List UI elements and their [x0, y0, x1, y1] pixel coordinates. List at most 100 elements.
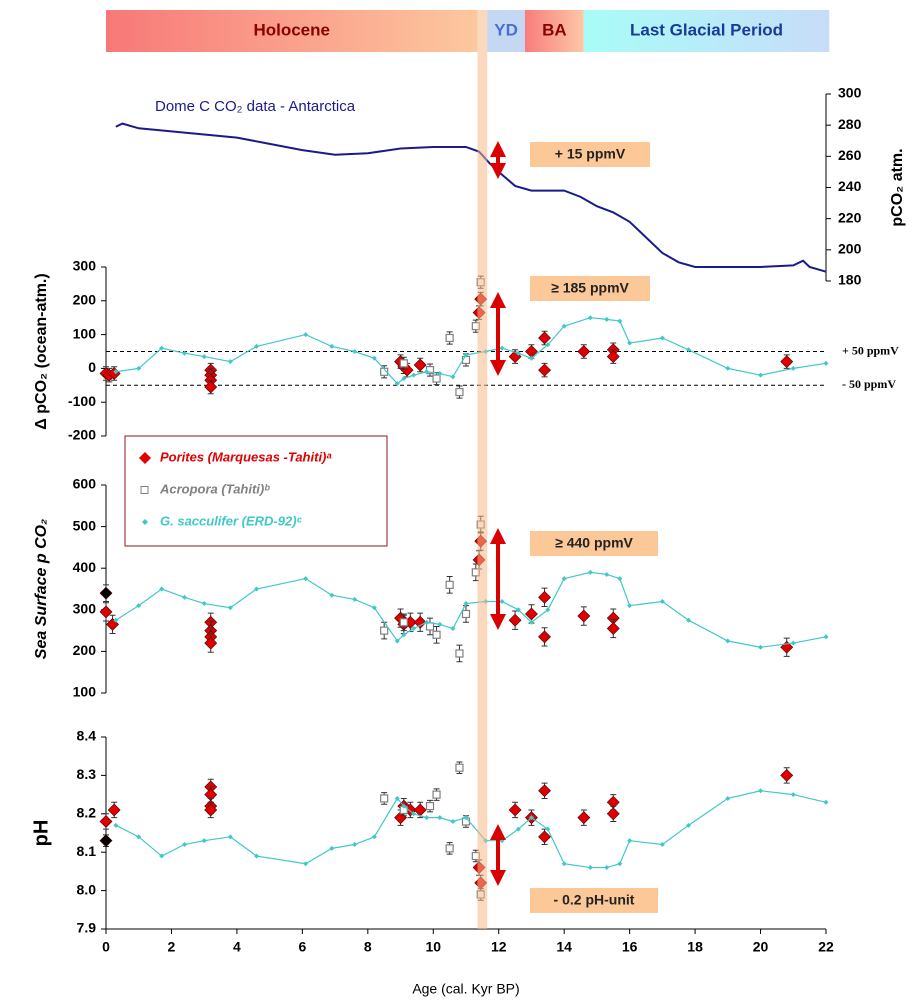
line-point	[424, 619, 430, 625]
y-axis-label: Sea Surface p CO₂	[33, 519, 50, 659]
point	[525, 345, 538, 358]
y-tick-label: -200	[68, 427, 96, 443]
y-axis-label: pH	[30, 820, 52, 847]
line-point	[227, 605, 233, 611]
point	[399, 359, 408, 368]
line-point	[561, 576, 567, 582]
annotation: + 15 ppmV	[555, 146, 626, 162]
point	[413, 615, 427, 629]
line-point	[758, 788, 764, 794]
line-point	[411, 811, 417, 817]
y-tick-label: 500	[73, 517, 97, 533]
y-tick-label: 400	[73, 559, 97, 575]
point	[445, 580, 454, 589]
line-point	[303, 576, 309, 582]
y-tick-label: 8.3	[77, 766, 97, 782]
line-point	[659, 335, 665, 341]
series-line	[115, 790, 827, 869]
x-tick-label: 8	[364, 939, 372, 955]
line-point	[561, 323, 567, 329]
period-label: Last Glacial Period	[630, 20, 783, 39]
line-point	[617, 861, 623, 867]
point	[432, 630, 441, 639]
legend-label: Porites (Marquesas -Tahiti)ᵃ	[160, 449, 332, 464]
x-axis-label: Age (cal. Kyr BP)	[412, 981, 519, 997]
highlight-band	[477, 10, 488, 929]
line-point	[411, 626, 417, 632]
line-point	[545, 607, 551, 613]
line-point	[329, 343, 335, 349]
point	[204, 803, 218, 817]
line-point	[329, 592, 335, 598]
line-point	[463, 815, 469, 821]
line-point	[617, 318, 623, 324]
line-point	[303, 861, 309, 867]
period-label: BA	[542, 20, 567, 39]
line-point	[394, 381, 400, 387]
line-point	[254, 343, 260, 349]
line-point	[352, 842, 358, 848]
line-point	[437, 621, 443, 627]
line-point	[686, 822, 692, 828]
point	[538, 830, 551, 844]
line-point	[159, 586, 165, 592]
point	[99, 586, 113, 600]
x-tick-label: 14	[556, 939, 572, 955]
line-point	[627, 603, 633, 609]
point	[99, 834, 113, 848]
line-point	[604, 571, 610, 577]
point	[445, 333, 454, 343]
point	[380, 626, 389, 635]
line-point	[790, 792, 796, 798]
line-point	[371, 355, 377, 361]
line-point	[201, 838, 207, 844]
period-label: YD	[494, 20, 518, 39]
line-point	[401, 376, 407, 382]
y-tick-label: 200	[73, 642, 97, 658]
line-point	[450, 818, 456, 824]
line-point	[394, 638, 400, 644]
point	[425, 802, 435, 811]
line-point	[113, 617, 119, 623]
legend-marker	[142, 519, 148, 525]
series-line	[115, 317, 827, 385]
y-axis-label: pCO₂ atm.	[889, 148, 906, 226]
line-point	[823, 634, 829, 640]
legend-marker	[139, 452, 151, 464]
y-tick-label: 240	[838, 178, 862, 194]
line-point	[463, 601, 469, 607]
series-line	[115, 122, 827, 273]
point	[538, 630, 551, 644]
point	[538, 363, 551, 377]
line-point	[352, 596, 358, 602]
line-point	[394, 795, 400, 801]
point	[455, 387, 464, 397]
line-point	[352, 349, 358, 354]
y-tick-label: 180	[838, 272, 862, 288]
line-point	[617, 576, 623, 582]
line-point	[686, 617, 692, 623]
legend-box	[124, 435, 388, 547]
line-point	[329, 845, 335, 851]
y-tick-label: 8.0	[77, 881, 97, 897]
point	[432, 790, 441, 799]
point	[99, 815, 113, 828]
x-tick-label: 12	[491, 939, 507, 955]
period-band	[524, 10, 584, 52]
line-point	[159, 853, 165, 859]
point	[107, 803, 121, 817]
point	[577, 609, 591, 623]
point	[606, 807, 620, 821]
point	[577, 345, 591, 358]
x-tick-label: 0	[102, 939, 110, 955]
line-point	[515, 607, 521, 613]
annotation: ≥ 185 ppmV	[551, 280, 629, 296]
annotation-box	[530, 142, 650, 167]
annotation-box	[530, 276, 650, 301]
line-point	[401, 632, 407, 638]
line-point	[411, 372, 417, 378]
line-point	[159, 345, 165, 351]
point	[606, 350, 620, 363]
series-title: Dome C CO₂ data - Antarctica	[155, 98, 356, 115]
